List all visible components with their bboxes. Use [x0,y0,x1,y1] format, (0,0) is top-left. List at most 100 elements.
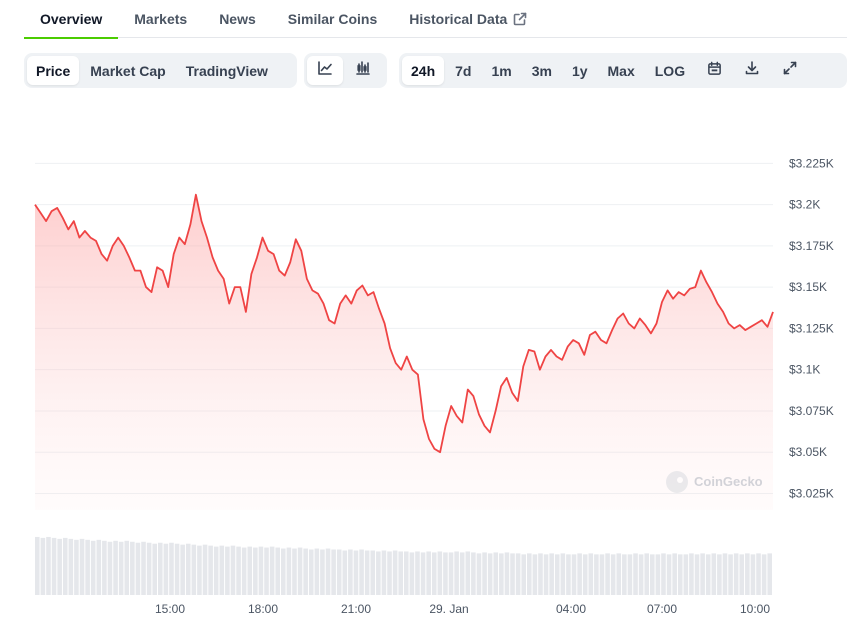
x-axis: 15:00 18:00 21:00 29. Jan 04:00 07:00 10:00 [155,602,770,616]
volume-bar [79,538,85,595]
tab-label: Overview [40,11,103,27]
tab-historical-data[interactable]: Historical Data [393,0,543,38]
volume-bar [504,552,510,595]
volume-bar [180,544,185,595]
volume-bar [35,536,40,595]
volume-bar [62,537,68,595]
volume-bar [638,554,644,595]
volume-bar [191,544,197,595]
volume-bar [130,541,135,595]
volume-bar [661,553,666,595]
fullscreen-button[interactable] [772,56,808,85]
volume-bar [527,553,532,595]
volume-bar [482,552,487,595]
volume-bar [348,549,353,595]
x-tick-label: 21:00 [341,602,371,616]
price-button[interactable]: Price [27,56,80,85]
range-max-button[interactable]: Max [607,62,635,79]
volume-bar [767,553,772,595]
volume-bar [398,551,403,595]
volume-bar [135,542,141,595]
volume-bar [521,554,526,595]
tab-similar-coins[interactable]: Similar Coins [272,0,393,38]
volume-bar [571,554,577,595]
volume-bar [320,549,325,595]
volume-bar [370,550,376,595]
volume-bar [208,545,213,595]
volume-bars [35,536,772,595]
volume-bar [459,552,465,595]
volume-bar [236,546,241,595]
volume-bar [197,545,202,595]
volume-bar [169,542,174,595]
market-cap-button[interactable]: Market Cap [90,62,166,79]
range-24h-button[interactable]: 24h [402,56,445,85]
volume-bar [269,546,275,595]
volume-bar [102,540,107,595]
volume-bar [577,553,582,595]
external-link-icon [513,12,527,26]
volume-bar [314,548,320,595]
volume-bar [722,553,728,595]
range-1m-button[interactable]: 1m [491,62,512,79]
volume-bar [487,553,493,595]
range-1y-button[interactable]: 1y [571,62,588,79]
volume-bar [253,547,258,595]
volume-bar [443,552,448,595]
volume-bar [666,554,672,595]
watermark-text: CoinGecko [694,474,763,489]
y-tick-label: $3.15K [789,280,827,294]
volume-bar [202,544,208,595]
tab-label: Similar Coins [287,11,378,27]
tab-markets[interactable]: Markets [118,0,203,38]
volume-bar [409,552,415,595]
line-chart-icon [317,60,333,81]
volume-bar [303,548,308,595]
line-chart-button[interactable] [307,56,343,85]
y-tick-label: $3.05K [789,445,827,459]
volume-bar [225,546,230,595]
volume-bar [174,543,180,595]
range-7d-button[interactable]: 7d [455,62,472,79]
price-line [34,193,774,454]
candlestick-chart-button[interactable] [345,56,381,85]
volume-bar [705,554,711,595]
volume-bar [297,547,303,595]
tab-label: Historical Data [409,11,508,27]
volume-bar [745,553,750,595]
volume-bar [717,554,722,595]
volume-bar [51,537,57,595]
log-scale-button[interactable]: LOG [654,62,686,79]
volume-bar [113,540,118,595]
volume-bar [152,543,157,595]
tab-bar: Overview Markets News Similar Coins Hist… [24,0,847,39]
tradingview-button[interactable]: TradingView [185,62,268,79]
volume-bar [543,554,549,595]
price-chart[interactable]: $3.225K $3.2K $3.175K $3.15K $3.125K $3.1K $3.… [0,100,847,625]
volume-bar [420,552,426,595]
time-range-group: 24h 7d 1m 3m 1y Max LOG [399,53,847,88]
volume-bar [308,549,314,595]
tab-news[interactable]: News [203,0,272,38]
volume-bar [510,553,515,595]
range-3m-button[interactable]: 3m [531,62,552,79]
volume-bar [499,553,504,595]
tab-overview[interactable]: Overview [24,0,119,39]
volume-bar [711,553,717,595]
volume-bar [275,547,280,595]
y-tick-label: $3.025K [789,486,834,500]
y-tick-label: $3.175K [789,239,834,253]
y-tick-label: $3.2K [789,198,820,212]
price-area [35,194,773,510]
volume-bar [465,551,471,595]
download-button[interactable] [734,56,770,85]
download-icon [744,60,760,81]
volume-bar [431,552,437,595]
volume-bar [677,554,683,595]
volume-bar [57,538,62,595]
volume-bar [756,553,761,595]
volume-bar [264,547,269,595]
calendar-button[interactable] [696,56,732,85]
volume-bar [672,553,677,595]
volume-bar [118,541,124,595]
